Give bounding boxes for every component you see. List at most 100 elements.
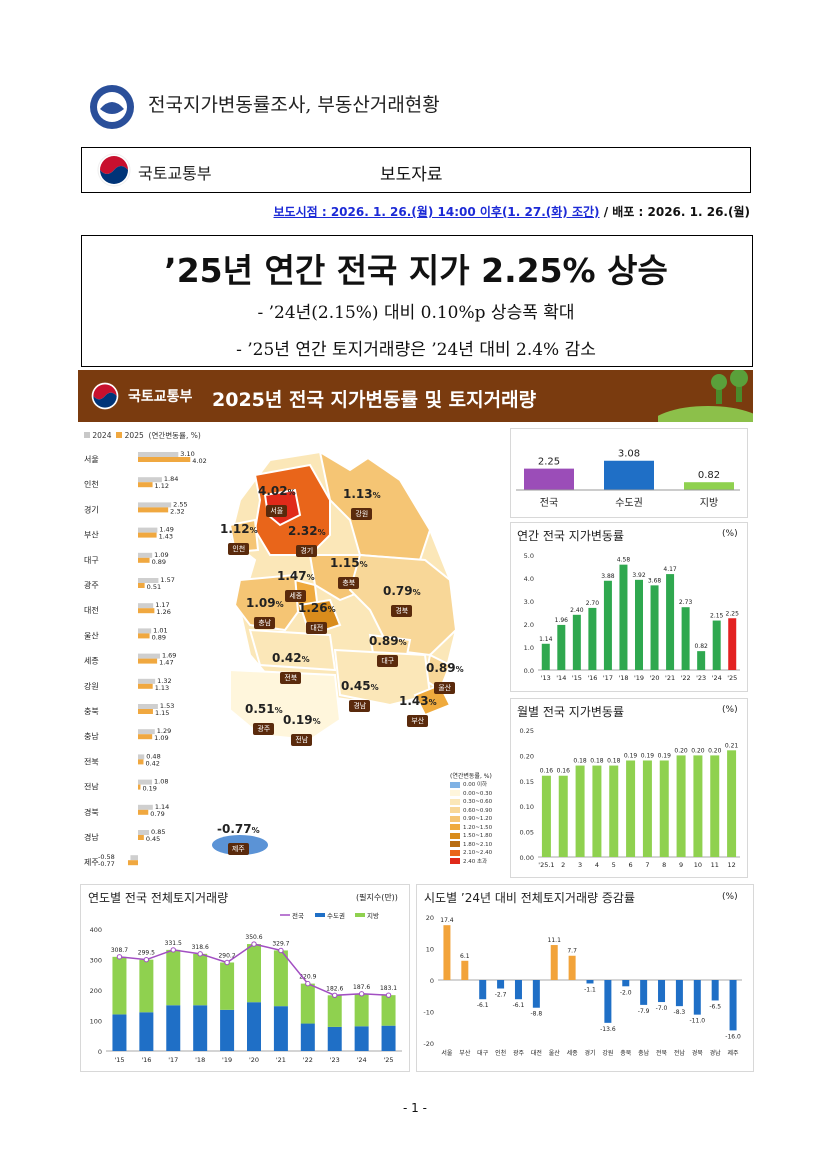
map-value: 1.12%: [220, 522, 258, 536]
legend-total: 전국: [292, 911, 304, 920]
data-label: 0.19: [641, 752, 655, 759]
bar-2024: [138, 578, 159, 583]
data-label: 17.4: [440, 917, 454, 924]
map-unit: %: [249, 526, 258, 535]
korea-map: [212, 449, 458, 855]
metro-bar: [247, 1002, 261, 1051]
total-label: 187.6: [353, 984, 370, 991]
total-point: [305, 980, 311, 987]
map-value: 0.79%: [383, 584, 421, 598]
bar: [541, 775, 551, 857]
value-2024: -0.58: [98, 853, 115, 861]
data-label: 4.58: [617, 557, 631, 564]
map-unit: %: [372, 491, 381, 500]
data-label: -8.8: [530, 1011, 542, 1018]
map-value: 1.47%: [277, 569, 315, 583]
bar-2025: [138, 658, 158, 664]
data-label: -7.0: [656, 1005, 668, 1012]
map-region-tag: 울산: [434, 682, 456, 694]
ministry-logo-icon: [96, 152, 132, 188]
y-tick-label: 3.0: [524, 598, 534, 606]
legend-swatch: [450, 815, 460, 822]
x-tick-label: 5: [612, 861, 616, 869]
legend-swatch: [450, 807, 460, 813]
metro-bar: [139, 1012, 154, 1051]
region-name: 충남: [84, 732, 99, 741]
summary-bar-chart: 2.25 전국 3.08 수도권 0.82 지방: [516, 449, 740, 509]
legend-local-swatch: [355, 913, 365, 917]
annual-bar-chart: 0.0 1.0 2.0 3.0 4.0 5.0 1.14 '13 1.96 '14 2.40 '15 2…: [524, 552, 740, 682]
metro-bar: [193, 1005, 208, 1051]
bar-2025: [138, 583, 145, 588]
bar: [619, 564, 628, 670]
value-2024: 1.32: [157, 677, 171, 685]
bar-2024: [138, 502, 172, 508]
value-2024: 1.08: [154, 778, 168, 786]
region-name: 경남: [84, 832, 99, 842]
value-2024: 0.85: [151, 828, 165, 836]
bar: [557, 624, 566, 670]
map-label-8: 1.26% 대전: [298, 601, 336, 634]
value-2025: 0.42: [145, 759, 159, 767]
summary-value: 0.82: [698, 470, 720, 481]
y-tick-label: -20: [423, 1040, 434, 1048]
map-legend: 0.00 이하 0.00~0.30 0.30~0.60 0.60~0.90 0.90~1…: [450, 781, 492, 866]
map-value: 0.89%: [426, 661, 464, 675]
monthly-bar-chart: 0.00 0.05 0.10 0.15 0.20 0.25 0.16 '25.1 0.16 2 0.…: [520, 727, 740, 869]
summary-bar: [684, 482, 734, 490]
x-tick-label: '21: [276, 1056, 286, 1064]
bar-2025: [127, 860, 138, 866]
total-label: 182.6: [326, 985, 343, 992]
change-bar: [568, 955, 576, 980]
total-point: [332, 992, 338, 999]
x-tick-label: '17: [603, 674, 613, 682]
x-tick-label: '19: [634, 674, 644, 682]
x-tick-label: 충북: [620, 1049, 632, 1057]
change-bar: [497, 980, 505, 989]
total-point: [224, 959, 230, 966]
x-tick-label: '22: [681, 674, 691, 682]
region-name: 제주: [84, 858, 99, 867]
value-2024: 1.17: [155, 601, 169, 609]
map-value: 1.15%: [330, 556, 368, 570]
value-2025: -0.77: [98, 860, 115, 868]
total-point: [143, 956, 150, 963]
summary-value: 2.25: [538, 457, 560, 468]
change-bar: [461, 960, 469, 980]
legend-metro-swatch: [315, 913, 325, 917]
x-tick-label: '22: [303, 1056, 313, 1064]
value-2024: 1.09: [154, 551, 168, 559]
bar: [592, 765, 602, 857]
headline-sub-1: - ’24년(2.15%) 대비 0.10%p 상승폭 확대: [257, 303, 575, 323]
map-legend-item: 0.30~0.60: [450, 798, 492, 807]
map-label-10: 0.42% 전북: [272, 651, 310, 684]
value-2025: 0.79: [150, 810, 164, 818]
bar-2025: [138, 784, 141, 790]
report-title: 전국지가변동률조사, 부동산거래현황: [148, 94, 440, 116]
data-label: -13.6: [600, 1026, 616, 1033]
x-tick-label: '13: [541, 674, 551, 682]
map-region-tag: 강원: [351, 508, 373, 520]
data-label: -2.0: [620, 989, 632, 996]
data-label: 3.68: [648, 577, 662, 584]
map-value: 1.09%: [246, 596, 284, 610]
map-region-tag: 부산: [407, 715, 429, 727]
map-unit: %: [317, 528, 326, 537]
map-unit: %: [428, 698, 437, 707]
map-label-15: 0.19% 전남: [283, 713, 321, 746]
bar-2025: [138, 633, 150, 639]
ministry-box: [81, 147, 751, 193]
regional-bar-chart: 서울 3.104.02 인천 1.841.12 경기 2.552.32 부산 1.491.43…: [84, 450, 207, 868]
y-tick-label: 200: [90, 987, 102, 995]
x-tick-label: '16: [587, 674, 597, 682]
total-label: 308.7: [111, 947, 128, 954]
bar: [575, 765, 585, 857]
region-name: 전북: [84, 756, 99, 766]
map-region-tag: 충북: [338, 577, 360, 589]
region-name: 강원: [84, 681, 99, 691]
release-time-link[interactable]: 보도시점 : 2026. 1. 26.(월) 14:00 이후(1. 27.(화…: [273, 205, 600, 219]
page-number: - 1 -: [403, 1101, 427, 1115]
map-label-3: 2.32% 경기: [288, 524, 326, 557]
x-tick-label: 인천: [495, 1049, 506, 1057]
data-label: 7.7: [567, 948, 577, 955]
